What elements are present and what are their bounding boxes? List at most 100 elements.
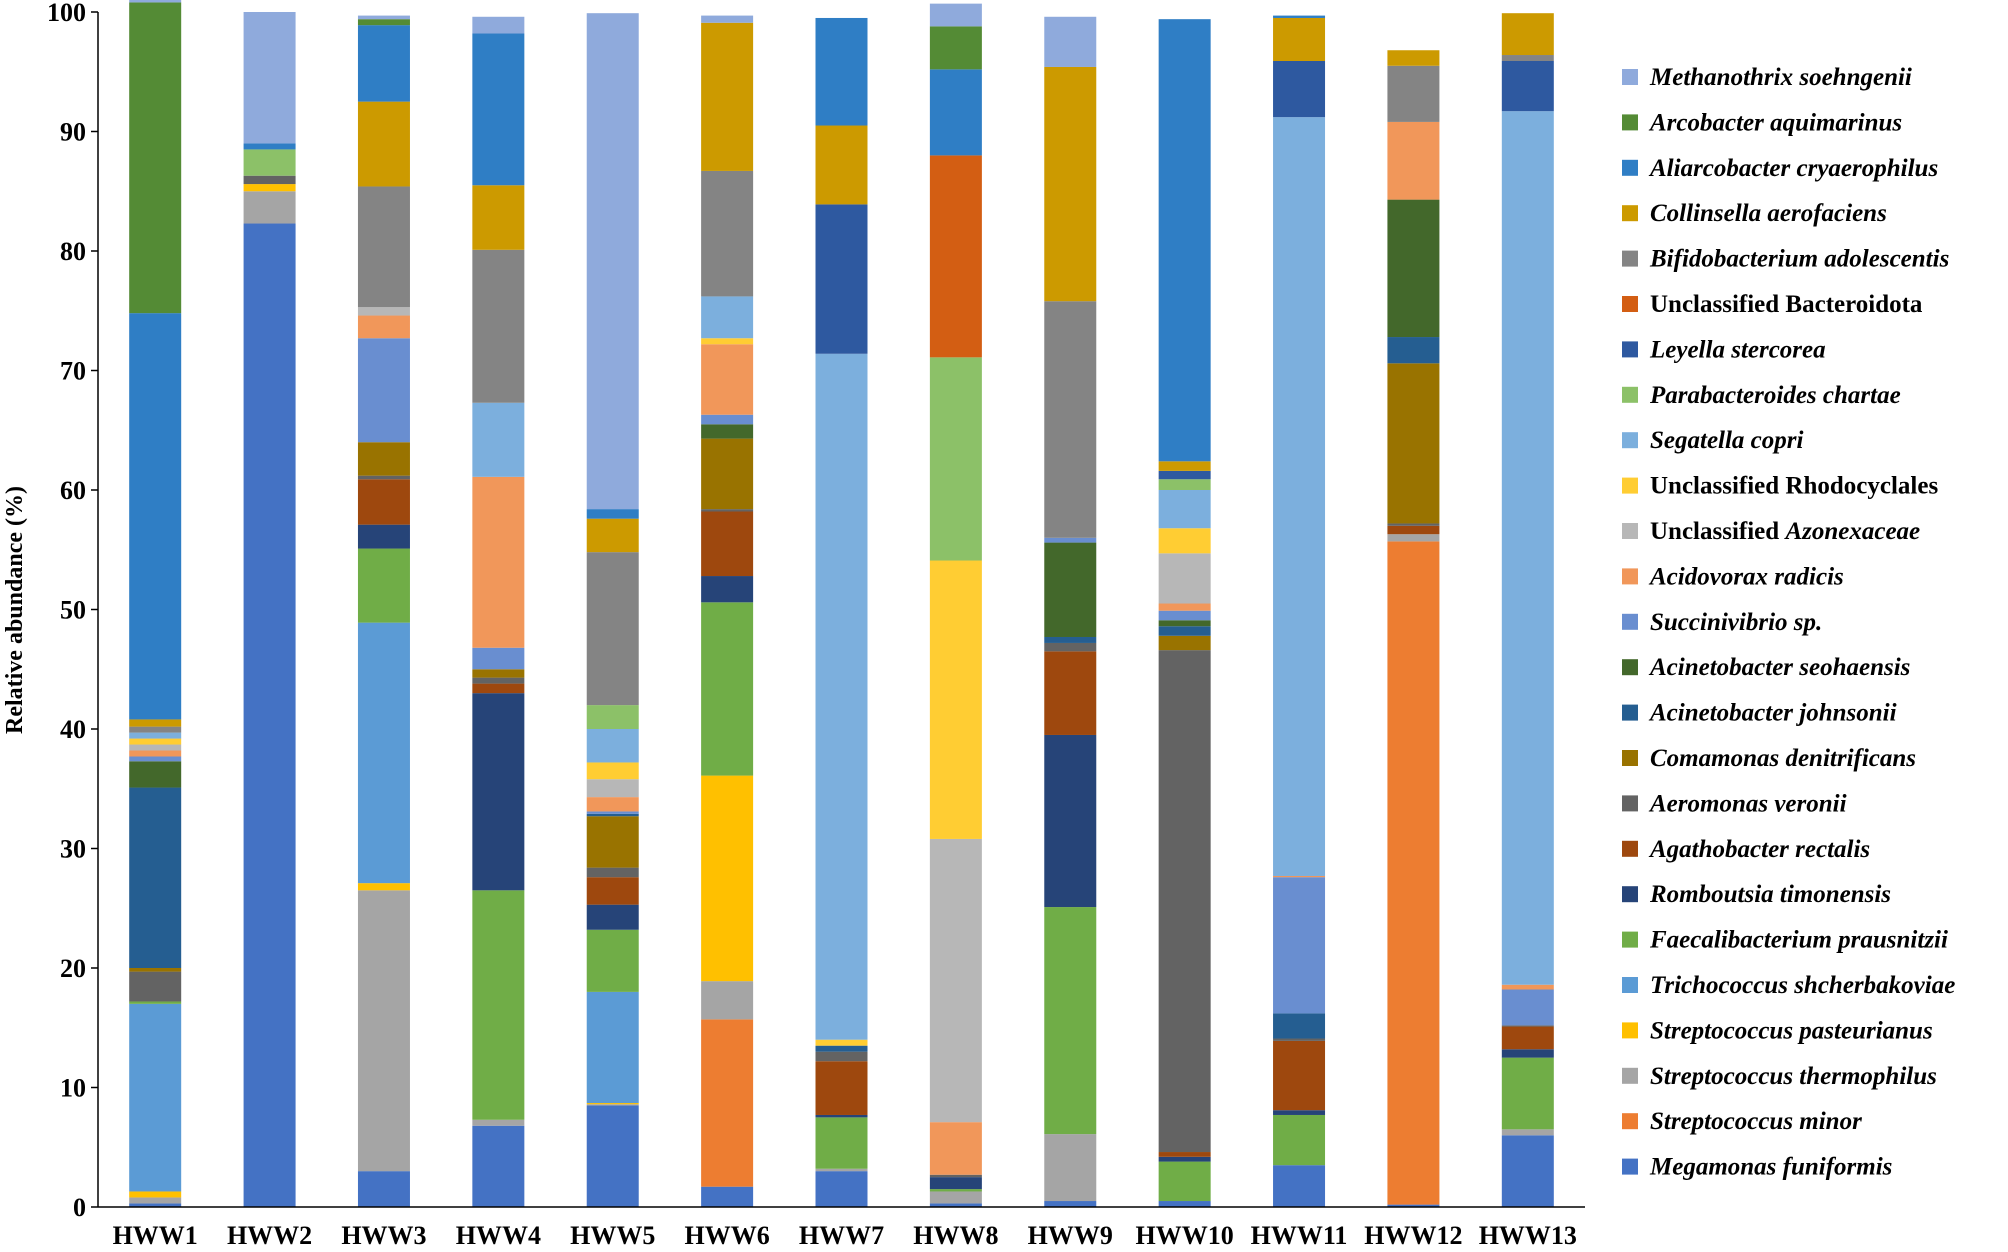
bar-segment-hww1-5: [129, 1001, 182, 1004]
bar-segment-hww11-18: [1273, 60, 1326, 118]
bar-segment-hww1-13: [129, 750, 182, 757]
legend-label: Acinetobacter johnsonii: [1648, 700, 1897, 727]
legend-label: Streptococcus thermophilus: [1650, 1063, 1937, 1090]
bar-segment-hww2-17: [243, 149, 296, 176]
bar-segment-hww4-22: [472, 33, 525, 186]
bar-segment-hww1-8: [129, 971, 182, 1002]
y-axis-title: Relative abundance (%): [2, 486, 28, 734]
bar-segment-hww6-6: [701, 576, 754, 603]
y-tick-label: 30: [60, 835, 86, 864]
bar-segment-hww9-11: [1044, 542, 1097, 637]
bar-segment-hww7-7: [815, 1061, 868, 1115]
legend-label: Streptococcus minor: [1650, 1108, 1862, 1135]
bar-segment-hww9-8: [1044, 642, 1097, 652]
bar-segment-hww6-15: [701, 338, 754, 345]
legend-label: Succinivibrio sp.: [1650, 609, 1822, 636]
bar-segment-hww9-0: [1044, 1201, 1097, 1207]
bar-segment-hww12-1: [1387, 541, 1440, 1205]
bar-segment-hww3-5: [357, 548, 410, 623]
bar-segment-hww2-2: [243, 191, 296, 224]
bar-segment-hww3-20: [357, 186, 410, 308]
bar-segment-hww3-8: [357, 475, 410, 480]
bar-segment-hww3-9: [357, 442, 410, 476]
y-tick-label: 70: [60, 357, 86, 386]
bar-segment-hww7-2: [815, 1168, 868, 1172]
bar-segment-hww1-20: [129, 726, 182, 733]
legend-swatch: [1622, 977, 1638, 993]
y-tick-label: 60: [60, 476, 86, 505]
x-tick-label: HWW5: [570, 1221, 655, 1250]
bar-segment-hww4-7: [472, 683, 525, 694]
bar-segment-hww10-8: [1158, 650, 1211, 1153]
x-tick-label: HWW4: [456, 1221, 541, 1250]
bar-segment-hww6-3: [701, 775, 754, 982]
bar-segment-hww4-16: [472, 402, 525, 477]
bar-segment-hww13-7: [1501, 1026, 1554, 1050]
legend-label: Streptococcus pasteurianus: [1650, 1017, 1933, 1044]
x-tick-label: HWW12: [1364, 1221, 1462, 1250]
bar-segment-hww12-2: [1387, 534, 1440, 542]
bar-segment-hww13-18: [1501, 61, 1554, 112]
bar-segment-hww3-0: [357, 1171, 410, 1207]
bar-segment-hww6-7: [701, 511, 754, 577]
bar-segment-hww11-16: [1273, 117, 1326, 876]
bar-segment-hww1-23: [129, 2, 182, 314]
bar-segment-hww3-23: [357, 19, 410, 26]
bar-segment-hww11-22: [1273, 15, 1326, 18]
bar-segment-hww6-20: [701, 170, 754, 297]
legend-label: Arcobacter aquimarinus: [1648, 109, 1902, 136]
legend-label: Romboutsia timonensis: [1649, 881, 1891, 908]
bar-segment-hww4-13: [472, 476, 525, 648]
legend-label: Unclassified Rhodocyclales: [1650, 473, 1938, 500]
y-tick-label: 90: [60, 118, 86, 147]
bar-segment-hww10-9: [1158, 635, 1211, 651]
legend-swatch: [1622, 659, 1638, 676]
legend-swatch: [1622, 341, 1638, 358]
y-tick-label: 40: [60, 715, 86, 744]
legend-label: Bifidobacterium adolescentis: [1649, 246, 1949, 273]
bar-segment-hww4-8: [472, 677, 525, 684]
bar-segment-hww4-5: [472, 890, 525, 1120]
x-tick-label: HWW9: [1028, 1221, 1113, 1250]
bar-segment-hww10-10: [1158, 626, 1211, 636]
bar-segment-hww13-12: [1501, 989, 1554, 1026]
bar-segment-hww12-8: [1387, 523, 1440, 526]
legend-swatch: [1622, 432, 1638, 449]
bar-segment-hww6-12: [701, 414, 754, 425]
bar-segment-hww9-2: [1044, 1134, 1097, 1202]
bar-segment-hww6-2: [701, 981, 754, 1020]
bar-segment-hww5-13: [586, 797, 639, 812]
bar-segment-hww8-0: [929, 1203, 982, 1207]
y-tick-label: 0: [73, 1193, 86, 1222]
bar-segment-hww12-0: [1387, 1204, 1440, 1207]
bar-segment-hww11-8: [1273, 1038, 1326, 1041]
bar-segment-hww4-6: [472, 693, 525, 891]
legend-swatch: [1622, 1158, 1638, 1175]
bar-segment-hww11-21: [1273, 17, 1326, 61]
x-tick-label: HWW1: [113, 1221, 198, 1250]
bar-segment-hww11-12: [1273, 877, 1326, 1014]
legend-swatch: [1622, 704, 1638, 721]
x-tick-label: HWW11: [1251, 1221, 1348, 1250]
bar-segment-hww9-12: [1044, 537, 1097, 543]
bar-segment-hww5-6: [586, 904, 639, 930]
legend-swatch: [1622, 750, 1638, 766]
y-tick-label: 50: [60, 596, 86, 625]
bar-segment-hww5-4: [586, 991, 639, 1104]
legend-label: Acinetobacter seohaensis: [1648, 654, 1910, 681]
bar-segment-hww6-11: [701, 424, 754, 439]
bar-segment-hww11-0: [1273, 1165, 1326, 1207]
bar-segment-hww10-12: [1158, 610, 1211, 621]
bar-segment-hww9-7: [1044, 651, 1097, 735]
legend-swatch: [1622, 250, 1638, 267]
bar-segment-hww10-16: [1158, 490, 1211, 529]
bar-segment-hww13-6: [1501, 1049, 1554, 1058]
bar-segment-hww12-20: [1387, 65, 1440, 122]
bar-segment-hww7-21: [815, 125, 868, 205]
bar-segment-hww2-8: [243, 175, 296, 185]
bar-segment-hww5-9: [586, 816, 639, 868]
bar-segment-hww8-6: [929, 1177, 982, 1190]
bar-segment-hww7-8: [815, 1051, 868, 1062]
bar-segment-hww5-3: [586, 1103, 639, 1105]
